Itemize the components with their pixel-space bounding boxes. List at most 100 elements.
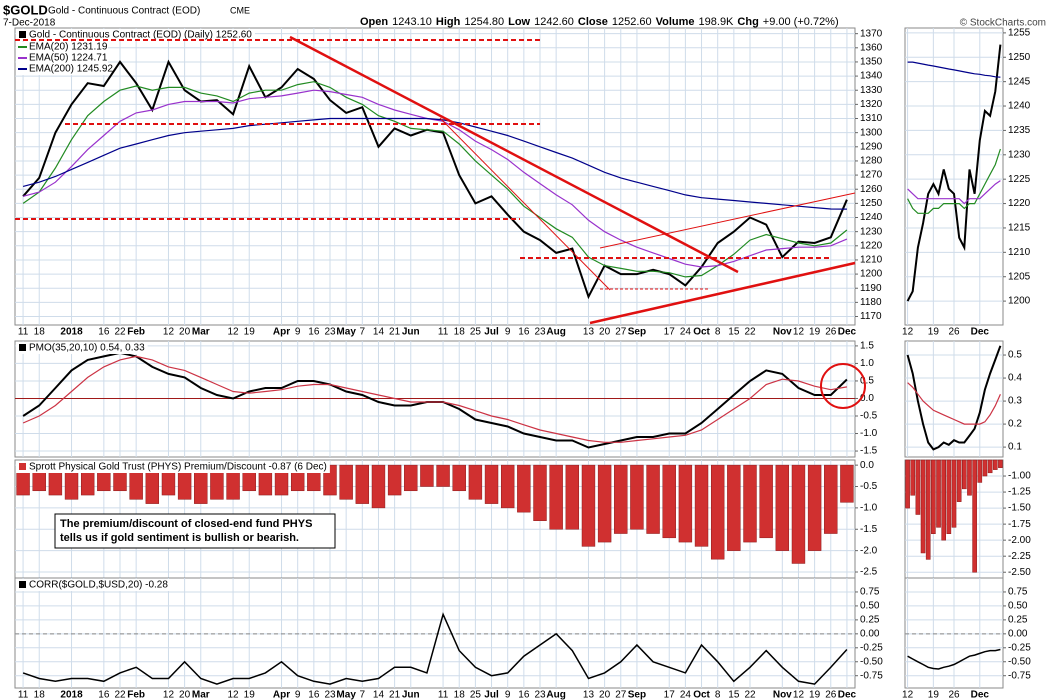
- x-tick-label: Mar: [192, 690, 210, 700]
- bar: [977, 459, 983, 483]
- series-line: [906, 44, 1002, 302]
- bar: [646, 464, 660, 534]
- y-tick-label: 0.75: [860, 587, 880, 598]
- y-tick-label: 1240: [1008, 101, 1031, 112]
- x-tick-label: 23: [324, 327, 336, 338]
- x-tick-label: Feb: [127, 690, 145, 700]
- y-tick-label: 1170: [860, 311, 882, 322]
- y-tick-label: -0.5: [860, 481, 878, 492]
- y-tick-label: 1225: [1008, 174, 1031, 185]
- x-tick-label: 19: [928, 690, 940, 700]
- y-tick-label: 1205: [1008, 271, 1031, 282]
- bar: [452, 464, 466, 492]
- x-tick-label: 11: [18, 690, 29, 700]
- y-tick-label: 1235: [1008, 125, 1031, 136]
- x-tick-label: 23: [324, 690, 336, 700]
- x-tick-label: 25: [470, 327, 482, 338]
- x-tick-label: Nov: [773, 327, 792, 338]
- y-tick-label: 0.3: [1008, 396, 1022, 407]
- x-tick-label: 12: [902, 690, 914, 700]
- x-tick-label: 22: [114, 690, 126, 700]
- legend-bg: [16, 53, 108, 64]
- trend-line: [439, 117, 611, 291]
- series-line: [907, 180, 1001, 205]
- y-tick-label: -2.00: [1008, 535, 1031, 546]
- x-tick-label: 18: [454, 690, 466, 700]
- x-tick-label: 18: [34, 327, 46, 338]
- y-tick-label: -0.50: [1008, 656, 1031, 667]
- quote-label: Close: [578, 16, 608, 28]
- bar: [662, 464, 676, 539]
- x-tick-label: 8: [715, 690, 721, 700]
- x-tick-label: Sep: [628, 327, 646, 338]
- x-tick-label: May: [336, 327, 356, 338]
- y-tick-label: -2.0: [860, 545, 878, 556]
- x-tick-label: 18: [34, 690, 46, 700]
- x-tick-label: Apr: [273, 327, 290, 338]
- x-tick-label: Feb: [127, 327, 145, 338]
- x-tick-label: 16: [308, 327, 320, 338]
- y-tick-label: 1220: [1008, 198, 1031, 209]
- y-tick-label: 1300: [860, 127, 883, 138]
- x-tick-label: 2018: [60, 327, 83, 338]
- y-tick-label: -0.50: [860, 656, 883, 667]
- bar: [931, 459, 936, 534]
- title-bg: [16, 579, 171, 591]
- x-tick-label: Dec: [838, 327, 857, 338]
- x-tick-label: 12: [793, 327, 805, 338]
- y-tick-label: -1.00: [1008, 471, 1031, 482]
- x-tick-label: 9: [505, 327, 511, 338]
- x-tick-label: 16: [98, 327, 110, 338]
- x-tick-label: 27: [615, 327, 627, 338]
- y-tick-label: 1360: [860, 42, 883, 53]
- x-tick-label: Jul: [484, 690, 499, 700]
- bar: [941, 459, 946, 541]
- bar: [915, 459, 921, 515]
- x-tick-label: 24: [680, 327, 692, 338]
- y-tick-label: 0.00: [860, 628, 880, 639]
- x-tick-label: 25: [470, 690, 482, 700]
- x-tick-label: 21: [389, 327, 401, 338]
- x-tick-label: 20: [179, 690, 191, 700]
- y-tick-label: 1.0: [860, 358, 874, 369]
- y-tick-label: 1240: [860, 212, 883, 223]
- x-tick-label: Sep: [628, 690, 646, 700]
- instrument-name: Gold - Continuous Contract (EOD): [48, 6, 200, 17]
- panel-title: CORR($GOLD,$USD,20) -0.28: [29, 580, 168, 591]
- x-tick-label: Oct: [693, 690, 710, 700]
- bar: [710, 464, 725, 560]
- title-icon: [19, 463, 26, 470]
- y-tick-label: -1.50: [1008, 503, 1031, 514]
- x-tick-label: 27: [615, 690, 627, 700]
- y-tick-label: -2.50: [1008, 567, 1031, 578]
- y-tick-label: 0.25: [1008, 615, 1028, 626]
- exchange: CME: [230, 5, 250, 15]
- bar: [533, 464, 547, 521]
- series-line: [22, 355, 848, 443]
- y-tick-label: 1210: [1008, 247, 1031, 258]
- bar: [743, 464, 757, 543]
- y-tick-label: 1250: [1008, 52, 1031, 63]
- y-tick-label: 1245: [1008, 76, 1031, 87]
- legend-bg: [16, 42, 108, 53]
- series-line: [22, 59, 848, 300]
- y-tick-label: 1215: [1008, 223, 1031, 234]
- series-line: [907, 61, 1001, 78]
- quote: Open 1243.10 High 1254.80 Low 1242.60 Close 125…: [360, 16, 839, 28]
- bar: [420, 464, 434, 487]
- quote-value: 1242.60: [534, 16, 574, 28]
- y-tick-label: 1280: [860, 156, 883, 167]
- quote-value: 198.9K: [699, 16, 735, 28]
- panel-title: Sprott Physical Gold Trust (PHYS) Premiu…: [29, 462, 327, 473]
- x-tick-label: 16: [518, 327, 530, 338]
- bar: [517, 464, 531, 513]
- y-tick-label: 1230: [860, 226, 883, 237]
- trend-line: [589, 261, 856, 325]
- x-tick-label: 9: [295, 690, 301, 700]
- x-tick-label: 24: [680, 690, 692, 700]
- x-tick-label: 11: [18, 327, 29, 338]
- x-tick-label: 12: [228, 690, 240, 700]
- quote-label: Open: [360, 16, 388, 28]
- bar: [936, 459, 941, 528]
- bar: [371, 464, 386, 509]
